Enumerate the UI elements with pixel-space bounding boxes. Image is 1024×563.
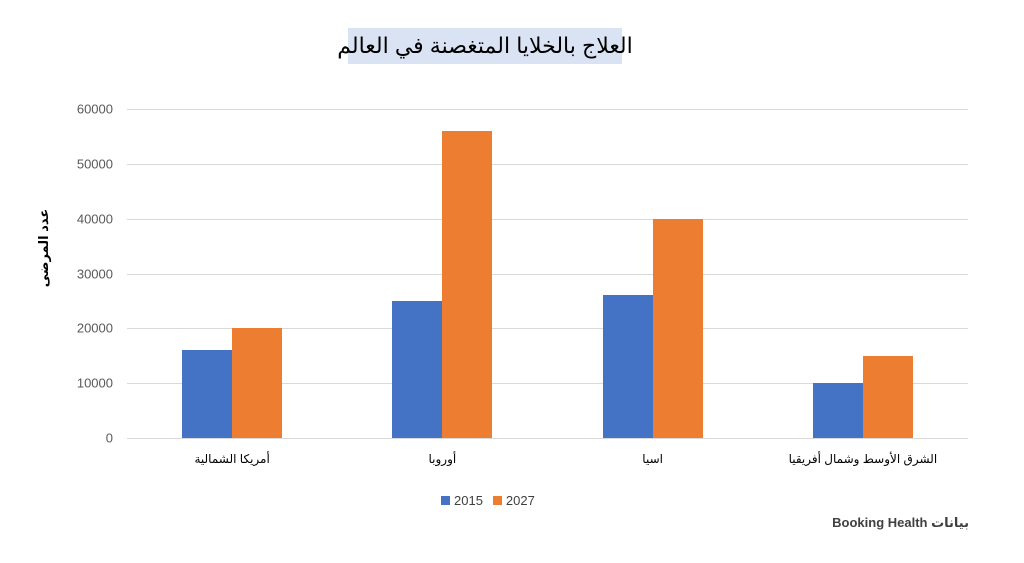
y-tick-label: 50000 — [76, 156, 113, 172]
legend-swatch-2027 — [492, 496, 502, 505]
plot-area — [127, 109, 968, 439]
legend-label-2027: 2027 — [505, 493, 535, 508]
category-label: الشرق الأوسط وشمال أفريقيا — [788, 452, 938, 466]
gridline — [127, 438, 968, 439]
bar-2027 — [862, 355, 913, 438]
legend-item-2015: 2015 — [441, 493, 483, 508]
bar-2027 — [232, 328, 283, 438]
bar-2015 — [812, 383, 863, 438]
y-tick-label: 30000 — [76, 266, 113, 281]
legend-item-2027: 2027 — [492, 493, 535, 508]
legend-swatch-2015 — [441, 496, 450, 505]
bar-2015 — [602, 295, 653, 438]
chart-title: العلاج بالخلايا المتغصنة في العالم — [337, 33, 633, 58]
bar-2027 — [652, 218, 703, 438]
y-tick-label: 0 — [105, 430, 113, 446]
gridline — [127, 328, 968, 330]
source-note: بيانات Booking Health — [832, 515, 969, 530]
category-label: أوروبا — [428, 452, 457, 466]
bar-2027 — [442, 130, 493, 438]
gridline — [127, 273, 968, 275]
y-tick-label: 10000 — [76, 375, 113, 391]
gridline — [127, 163, 968, 165]
gridline — [127, 109, 968, 110]
category-label: أمريكا الشمالية — [194, 452, 270, 466]
chart-title-box: العلاج بالخلايا المتغصنة في العالم — [337, 28, 633, 64]
legend-label-2015: 2015 — [454, 493, 483, 508]
legend: 2015 2027 — [441, 493, 535, 508]
y-tick-label: 20000 — [76, 320, 113, 336]
category-label: اسيا — [642, 452, 663, 466]
bar-2015 — [182, 350, 233, 438]
bar-2015 — [392, 300, 443, 438]
y-tick-label: 60000 — [76, 101, 113, 117]
gridline — [127, 218, 968, 220]
y-tick-label: 40000 — [76, 211, 113, 227]
gridline — [127, 383, 968, 385]
